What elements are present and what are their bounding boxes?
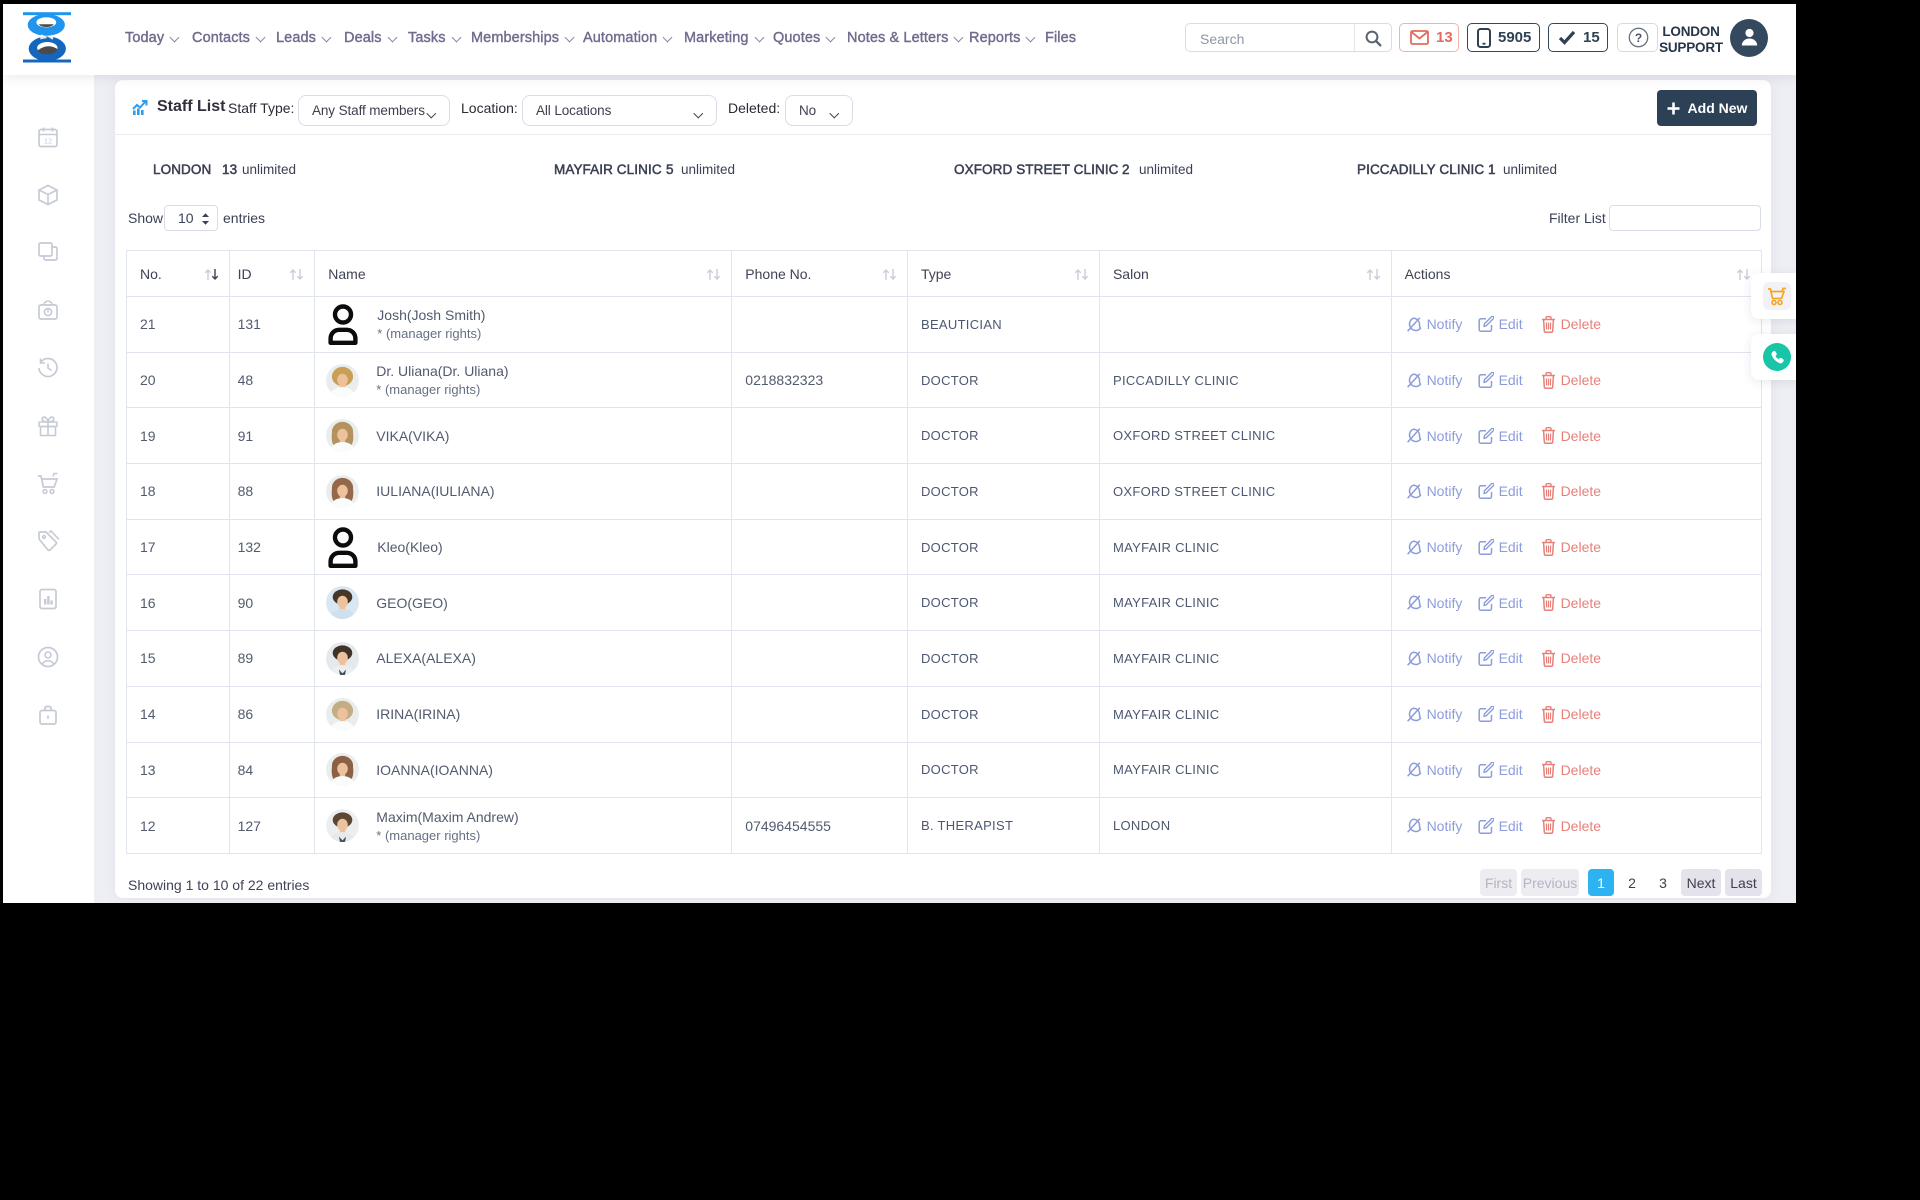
svg-text:12: 12 [44, 137, 52, 146]
svg-text:?: ? [1635, 31, 1642, 45]
